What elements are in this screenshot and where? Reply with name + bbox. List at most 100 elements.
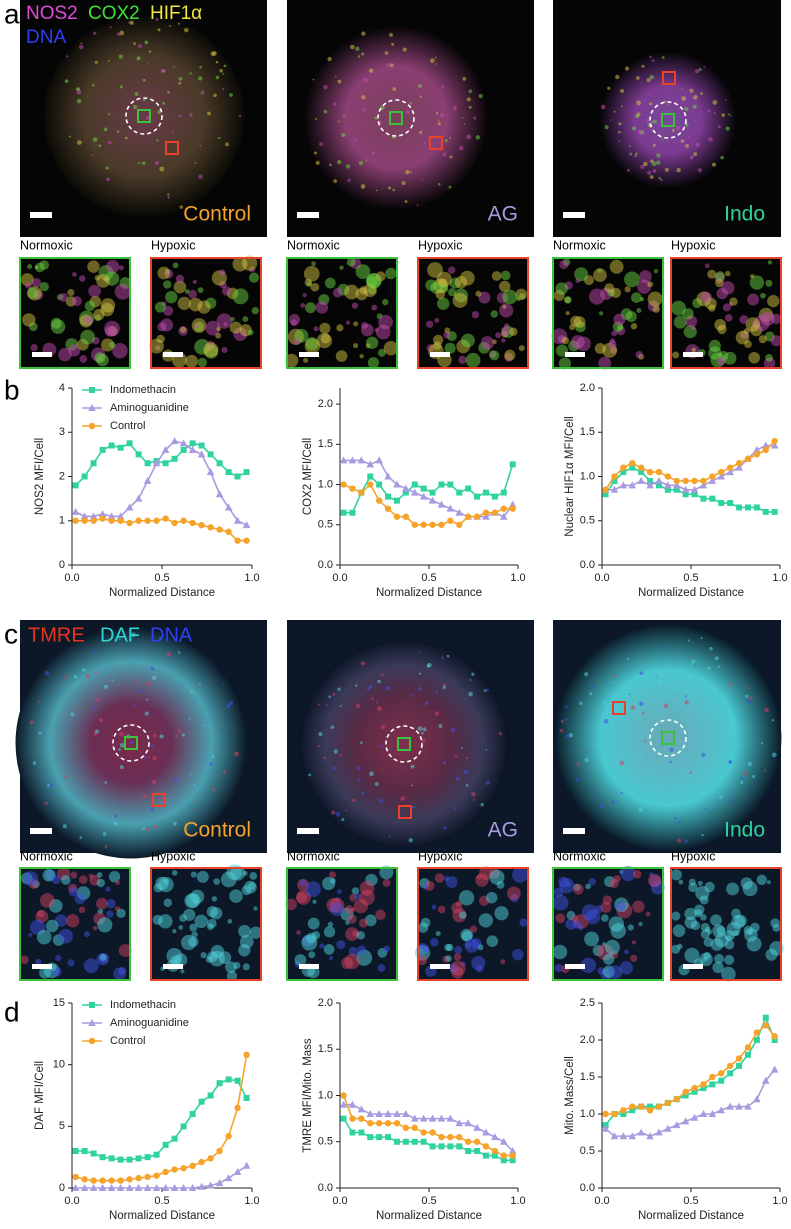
inset-cell bbox=[188, 297, 203, 312]
marker bbox=[80, 1184, 89, 1191]
marker bbox=[429, 521, 436, 528]
marker bbox=[393, 1138, 400, 1145]
inset-cell bbox=[335, 350, 348, 362]
inset-cell bbox=[417, 955, 428, 966]
inset-cell bbox=[734, 914, 747, 927]
inset-border bbox=[150, 867, 262, 981]
inset-cell bbox=[216, 326, 221, 332]
inset-cell bbox=[724, 314, 733, 322]
inset-cell bbox=[192, 279, 197, 284]
speckle bbox=[442, 685, 446, 690]
speckle bbox=[219, 68, 223, 73]
marker bbox=[144, 517, 151, 524]
inset-cell bbox=[39, 966, 51, 979]
speckle bbox=[332, 693, 336, 696]
speckle bbox=[203, 724, 206, 727]
inset-cell bbox=[597, 268, 603, 273]
speckle bbox=[747, 686, 750, 690]
marker bbox=[207, 524, 214, 531]
marker bbox=[107, 512, 116, 520]
inset-cell bbox=[744, 340, 752, 348]
marker bbox=[340, 481, 347, 488]
marker bbox=[242, 1161, 251, 1169]
speckle bbox=[167, 196, 171, 199]
inset-cell bbox=[511, 866, 528, 883]
speckle bbox=[355, 684, 358, 687]
inset-cell bbox=[105, 886, 111, 892]
x-axis-title: Normalized Distance bbox=[376, 587, 482, 599]
inset-cell bbox=[766, 880, 771, 885]
marker bbox=[699, 1110, 708, 1117]
marker bbox=[761, 441, 770, 449]
speckle bbox=[168, 25, 171, 27]
marker bbox=[90, 517, 97, 524]
speckle bbox=[37, 700, 40, 703]
hypoxic-core bbox=[112, 724, 150, 762]
inset-cell bbox=[211, 896, 218, 902]
inset-cell bbox=[20, 955, 29, 965]
legend-marker bbox=[89, 387, 95, 393]
speckle bbox=[691, 659, 696, 664]
speckle bbox=[700, 92, 703, 95]
marker bbox=[135, 517, 142, 524]
inset-cell bbox=[66, 914, 80, 928]
speckle bbox=[362, 108, 367, 112]
speckle bbox=[423, 141, 426, 145]
marker bbox=[673, 477, 680, 485]
marker bbox=[72, 1173, 79, 1181]
inset-cell bbox=[180, 326, 187, 333]
speckle bbox=[434, 711, 440, 716]
marker bbox=[143, 1184, 152, 1191]
speckle bbox=[385, 62, 391, 68]
marker bbox=[179, 439, 188, 447]
marker bbox=[682, 1092, 689, 1099]
marker bbox=[225, 469, 232, 476]
inset-cell bbox=[221, 346, 228, 354]
panel-letter: d bbox=[4, 996, 20, 1027]
inset-cell bbox=[480, 336, 495, 350]
marker bbox=[393, 1120, 401, 1127]
inset-cell bbox=[88, 873, 94, 879]
speckle bbox=[565, 705, 568, 709]
inset-cell bbox=[772, 923, 781, 932]
marker bbox=[188, 1184, 197, 1191]
speckle bbox=[145, 827, 150, 832]
inset-cell bbox=[434, 873, 445, 883]
marker bbox=[135, 1155, 142, 1162]
inset-cell bbox=[303, 357, 309, 363]
speckle bbox=[198, 76, 203, 81]
speckle bbox=[663, 703, 669, 709]
marker bbox=[375, 1110, 383, 1117]
inset-cell bbox=[454, 276, 468, 289]
speckle bbox=[184, 27, 189, 33]
speckle bbox=[687, 135, 690, 139]
speckle bbox=[91, 154, 94, 156]
speckle bbox=[745, 694, 749, 698]
speckle bbox=[438, 724, 443, 729]
inset-cell bbox=[496, 880, 505, 889]
inset-cell bbox=[23, 871, 39, 887]
marker bbox=[602, 491, 609, 498]
x-tick-label: 0.5 bbox=[683, 572, 698, 584]
scale-bar bbox=[297, 212, 319, 218]
speckle bbox=[119, 85, 124, 89]
speckle bbox=[150, 744, 154, 748]
series-line bbox=[343, 464, 514, 514]
speckle bbox=[560, 719, 565, 723]
marker bbox=[358, 1115, 365, 1122]
marker bbox=[72, 482, 79, 489]
speckle bbox=[157, 28, 161, 32]
speckle bbox=[579, 701, 583, 705]
legend-label: Control bbox=[110, 1035, 145, 1047]
inset-cell bbox=[328, 955, 334, 961]
speckle bbox=[417, 726, 423, 731]
speckle bbox=[693, 152, 698, 156]
marker bbox=[144, 1154, 151, 1161]
speckle bbox=[687, 639, 690, 642]
speckle bbox=[157, 109, 162, 114]
speckle bbox=[118, 638, 121, 641]
inset-cell bbox=[67, 288, 75, 297]
inset-cell bbox=[756, 874, 767, 886]
marker bbox=[385, 493, 392, 500]
